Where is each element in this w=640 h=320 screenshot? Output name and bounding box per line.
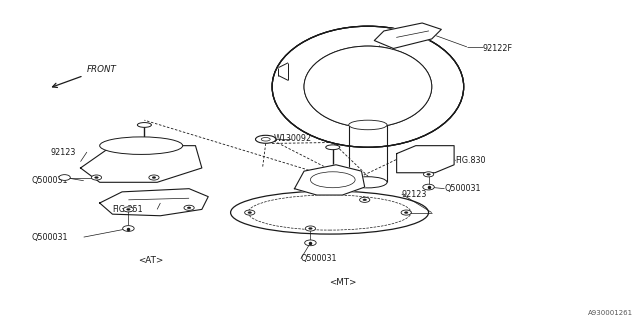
Polygon shape bbox=[100, 189, 208, 216]
Text: Q500031: Q500031 bbox=[31, 233, 68, 242]
Circle shape bbox=[59, 175, 70, 180]
Circle shape bbox=[149, 175, 159, 180]
Circle shape bbox=[127, 209, 130, 210]
Text: FRONT: FRONT bbox=[87, 65, 116, 74]
Text: <AT>: <AT> bbox=[138, 256, 163, 265]
Text: 92123: 92123 bbox=[402, 189, 427, 199]
Circle shape bbox=[404, 212, 408, 213]
Circle shape bbox=[184, 205, 194, 210]
Circle shape bbox=[124, 207, 134, 212]
Polygon shape bbox=[81, 146, 202, 182]
Ellipse shape bbox=[261, 138, 270, 141]
Ellipse shape bbox=[272, 26, 464, 147]
Text: Q500031: Q500031 bbox=[445, 184, 481, 193]
Ellipse shape bbox=[349, 120, 387, 130]
Circle shape bbox=[188, 207, 191, 209]
Text: 92122F: 92122F bbox=[483, 44, 513, 53]
Text: <MT>: <MT> bbox=[329, 278, 356, 287]
Circle shape bbox=[152, 177, 156, 179]
Ellipse shape bbox=[255, 135, 276, 143]
Circle shape bbox=[401, 210, 412, 215]
Text: A930001261: A930001261 bbox=[588, 310, 633, 316]
Circle shape bbox=[424, 172, 434, 177]
Ellipse shape bbox=[326, 145, 340, 150]
Text: FIG.830: FIG.830 bbox=[456, 156, 486, 165]
Circle shape bbox=[244, 210, 255, 215]
Circle shape bbox=[92, 175, 102, 180]
Text: Q500031: Q500031 bbox=[301, 254, 337, 263]
Ellipse shape bbox=[349, 177, 387, 188]
Circle shape bbox=[248, 212, 252, 213]
Circle shape bbox=[308, 228, 312, 229]
Circle shape bbox=[363, 199, 367, 201]
Ellipse shape bbox=[100, 137, 182, 155]
Text: FIG.351: FIG.351 bbox=[113, 205, 143, 214]
Polygon shape bbox=[374, 23, 442, 49]
Circle shape bbox=[360, 197, 370, 202]
Ellipse shape bbox=[230, 191, 429, 234]
Circle shape bbox=[305, 240, 316, 246]
Circle shape bbox=[123, 226, 134, 231]
Text: W130092: W130092 bbox=[274, 134, 312, 143]
Ellipse shape bbox=[304, 46, 432, 127]
Ellipse shape bbox=[138, 123, 152, 127]
Text: Q500031: Q500031 bbox=[31, 176, 68, 185]
Circle shape bbox=[95, 177, 99, 179]
Polygon shape bbox=[294, 165, 365, 195]
Circle shape bbox=[427, 173, 430, 175]
Circle shape bbox=[305, 226, 316, 231]
Circle shape bbox=[423, 184, 435, 190]
Text: 92123: 92123 bbox=[51, 148, 76, 156]
Polygon shape bbox=[397, 146, 454, 173]
